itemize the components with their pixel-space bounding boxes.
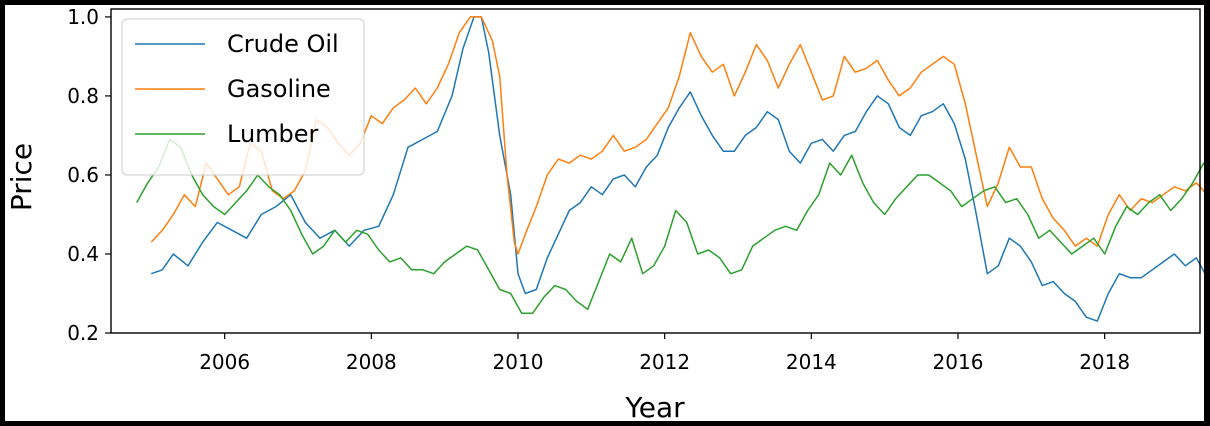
x-tick-label: 2010 xyxy=(493,350,544,374)
x-tick-label: 2012 xyxy=(639,350,690,374)
legend: Crude Oil Gasoline Lumber xyxy=(121,18,365,176)
x-tick-label: 2008 xyxy=(346,350,397,374)
y-tick-label: 0.6 xyxy=(67,163,99,187)
series-line-crude-oil xyxy=(151,16,1204,322)
x-axis: 2006 2008 2010 2012 2014 2016 2018 xyxy=(199,333,1130,374)
x-axis-title: Year xyxy=(624,391,685,421)
legend-label: Crude Oil xyxy=(227,30,339,58)
x-tick-label: 2018 xyxy=(1079,350,1130,374)
legend-label: Lumber xyxy=(227,120,319,148)
y-axis-title: Price xyxy=(5,143,38,211)
plot-frame xyxy=(110,8,1201,334)
legend-box xyxy=(121,18,365,176)
line-chart: 2006 2008 2010 2012 2014 2016 2018 0.20.40.60.… xyxy=(5,5,1204,421)
chart-figure: 2006 2008 2010 2012 2014 2016 2018 0.2 0.4 0.6 0.… xyxy=(5,5,1204,421)
series-line-lumber xyxy=(136,138,1204,314)
x-tick-label: 2006 xyxy=(199,350,250,374)
y-tick-label: 1.0 xyxy=(67,5,99,29)
y-tick-label: 0.8 xyxy=(67,84,99,108)
y-tick-label: 0.4 xyxy=(67,242,99,266)
y-tick-label: 0.2 xyxy=(67,321,99,345)
y-axis: 0.2 0.4 0.6 0.8 1.0 xyxy=(67,5,111,345)
x-tick-label: 2016 xyxy=(933,350,984,374)
legend-label: Gasoline xyxy=(227,75,331,103)
x-tick-label: 2014 xyxy=(786,350,837,374)
